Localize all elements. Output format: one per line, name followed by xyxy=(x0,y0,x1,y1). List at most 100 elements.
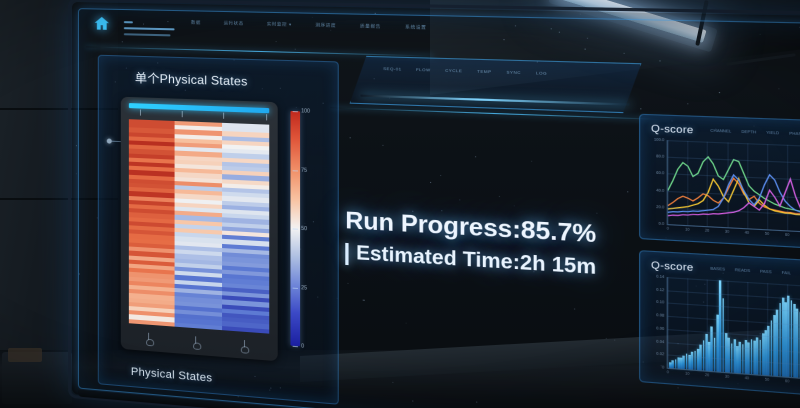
qscore-line-gridline-v xyxy=(767,144,768,229)
histogram-bar xyxy=(731,343,733,372)
physical-states-title: 单个Physical States xyxy=(135,69,248,90)
hud-chip-1[interactable]: FLOW xyxy=(416,67,431,73)
qscore-line-tab-2[interactable]: YIELD xyxy=(766,130,779,135)
qscore-line-ytick: 80.0 xyxy=(656,154,664,159)
histogram-bar xyxy=(759,339,761,374)
qscore-histogram-xtick: 40 xyxy=(745,376,749,381)
qscore-line-gridline-v xyxy=(707,142,708,227)
qscore-histogram-gridline-v xyxy=(767,283,768,375)
qscore-histogram-ytick: 0.10 xyxy=(656,300,664,305)
physical-states-panel: 单个Physical States 100 75 50 25 0 Physical St… xyxy=(98,55,339,405)
qscore-histogram-ytick: 0.02 xyxy=(656,352,664,357)
hud-banner-shape xyxy=(350,55,642,113)
qscore-line-ytick: 100.0 xyxy=(654,137,664,142)
hud-chip-3[interactable]: TEMP xyxy=(477,68,491,74)
qscore-line-xtick: 0 xyxy=(667,226,669,231)
qscore-histogram-panel: Q-score BASESREADSPASSFAILALERTALL 0.140… xyxy=(639,250,800,401)
nav-item-5[interactable]: 系统设置 xyxy=(405,24,426,31)
qscore-histogram-xtick: 20 xyxy=(705,373,709,378)
qscore-line-ytick: 40.0 xyxy=(656,188,664,193)
hud-chip-0[interactable]: SEQ-01 xyxy=(383,66,401,72)
colorbar-tick-25: 25 xyxy=(301,285,307,292)
qscore-histogram-tab-2[interactable]: PASS xyxy=(760,269,772,274)
histogram-bar xyxy=(796,309,798,378)
histogram-bar xyxy=(733,340,735,373)
qscore-histogram-gridline-v xyxy=(727,281,728,373)
histogram-bar xyxy=(779,303,781,376)
header-rule-1 xyxy=(124,21,133,23)
nav-item-3[interactable]: 测序进度 xyxy=(315,22,336,29)
hud-chip-5[interactable]: LOG xyxy=(536,70,547,76)
hud-chip-2[interactable]: CYCLE xyxy=(445,68,462,74)
histogram-bar xyxy=(753,341,755,374)
heatmap-foot-knob-2[interactable] xyxy=(241,346,249,354)
heatmap-foot-knob-1[interactable] xyxy=(193,342,201,350)
qscore-histogram-xtick: 0 xyxy=(667,370,669,375)
colorbar-tick-75: 75 xyxy=(301,167,307,174)
floor-object-accent xyxy=(8,348,42,362)
qscore-line-xtick: 30 xyxy=(725,229,729,234)
qscore-line-xtick: 40 xyxy=(745,230,749,235)
heatmap-canvas[interactable] xyxy=(129,119,269,333)
nav-item-0[interactable]: 数据 xyxy=(191,20,201,26)
screen-surface: 数据 运行状态 实时监控 ▾ 测序进度 质量报告 系统设置 单个Physical Stat… xyxy=(72,2,800,408)
qscore-histogram-gridline-v xyxy=(668,277,669,368)
qscore-histogram-tab-3[interactable]: FAIL xyxy=(782,271,791,276)
qscore-histogram-ytick: 0 xyxy=(662,365,664,370)
histogram-bar xyxy=(697,349,699,370)
nav-item-list: 数据 运行状态 实时监控 ▾ 测序进度 质量报告 系统设置 xyxy=(191,20,426,31)
qscore-histogram-plot-area[interactable]: 0.14 0.12 0.10 0.08 0.06 0.04 0.02 0 0 10 20 30 40 50… xyxy=(667,277,800,384)
qscore-histogram-tab-1[interactable]: READS xyxy=(735,268,750,273)
histogram-bar xyxy=(672,360,674,368)
qscore-line-gridline-v xyxy=(747,143,748,228)
qscore-line-tab-0[interactable]: CHANNEL xyxy=(710,128,731,133)
hud-chip-4[interactable]: SYNC xyxy=(506,69,521,75)
histogram-bar xyxy=(694,350,696,370)
hud-banner: SEQ-01 FLOW CYCLE TEMP SYNC LOG xyxy=(350,55,642,113)
heatmap-column-1 xyxy=(175,121,222,330)
qscore-line-xtick: 10 xyxy=(685,227,689,232)
heatmap-foot-knob-0[interactable] xyxy=(146,339,154,347)
qscore-line-tab-1[interactable]: DEPTH xyxy=(741,130,756,135)
qscore-histogram-ytick: 0.14 xyxy=(656,274,664,279)
qscore-histogram-ytick: 0.04 xyxy=(656,339,664,344)
qscore-line-plot-area[interactable]: 100.080.060.040.020.00.00102030405060708… xyxy=(667,140,800,236)
qscore-histogram-tab-0[interactable]: BASES xyxy=(710,266,725,271)
qscore-histogram-ytick: 0.06 xyxy=(656,326,664,331)
top-navigation-bar: 数据 运行状态 实时监控 ▾ 测序进度 质量报告 系统设置 xyxy=(82,8,800,62)
qscore-histogram-gridline-v xyxy=(707,280,708,371)
qscore-histogram-title: Q-score xyxy=(651,260,693,275)
histogram-bar xyxy=(770,321,772,376)
histogram-bar xyxy=(708,342,710,371)
histogram-bar xyxy=(776,309,778,376)
histogram-bar xyxy=(675,360,677,369)
estimated-time-marker xyxy=(345,242,348,264)
nav-item-2[interactable]: 实时监控 ▾ xyxy=(267,21,292,28)
qscore-histogram-xtick: 10 xyxy=(685,371,689,376)
histogram-bar xyxy=(714,338,716,371)
heatmap-tick-3 xyxy=(266,114,267,120)
qscore-line-tab-3[interactable]: PHASE xyxy=(789,131,800,136)
histogram-bar xyxy=(683,355,685,369)
heatmap-column-0 xyxy=(129,119,175,326)
header-rule-2 xyxy=(124,27,175,30)
qscore-line-tab-list: CHANNELDEPTHYIELDPHASEERRORRAW xyxy=(710,128,800,138)
qscore-histogram-ytick: 0.08 xyxy=(656,313,664,318)
heatmap-tick-0 xyxy=(140,110,141,116)
wall-display: 数据 运行状态 实时监控 ▾ 测序进度 质量报告 系统设置 单个Physical Stat… xyxy=(72,2,800,408)
histogram-bar xyxy=(742,344,744,373)
heatmap-tick-2 xyxy=(224,113,225,119)
qscore-histogram-xtick: 30 xyxy=(725,374,729,379)
colorbar-tick-0: 0 xyxy=(301,343,304,349)
qscore-line-gridline-v xyxy=(727,142,728,227)
home-icon[interactable] xyxy=(92,14,112,33)
histogram-bar xyxy=(680,357,682,369)
qscore-histogram-gridline-v xyxy=(687,278,688,369)
qscore-line-gridline-v xyxy=(687,141,688,225)
nav-item-4[interactable]: 质量报告 xyxy=(360,23,381,30)
nav-item-1[interactable]: 运行状态 xyxy=(224,20,244,27)
histogram-bar xyxy=(762,334,764,375)
qscore-histogram-gridline-v xyxy=(747,282,748,374)
qscore-histogram-xtick: 50 xyxy=(765,377,769,382)
qscore-line-title: Q-score xyxy=(651,123,693,137)
